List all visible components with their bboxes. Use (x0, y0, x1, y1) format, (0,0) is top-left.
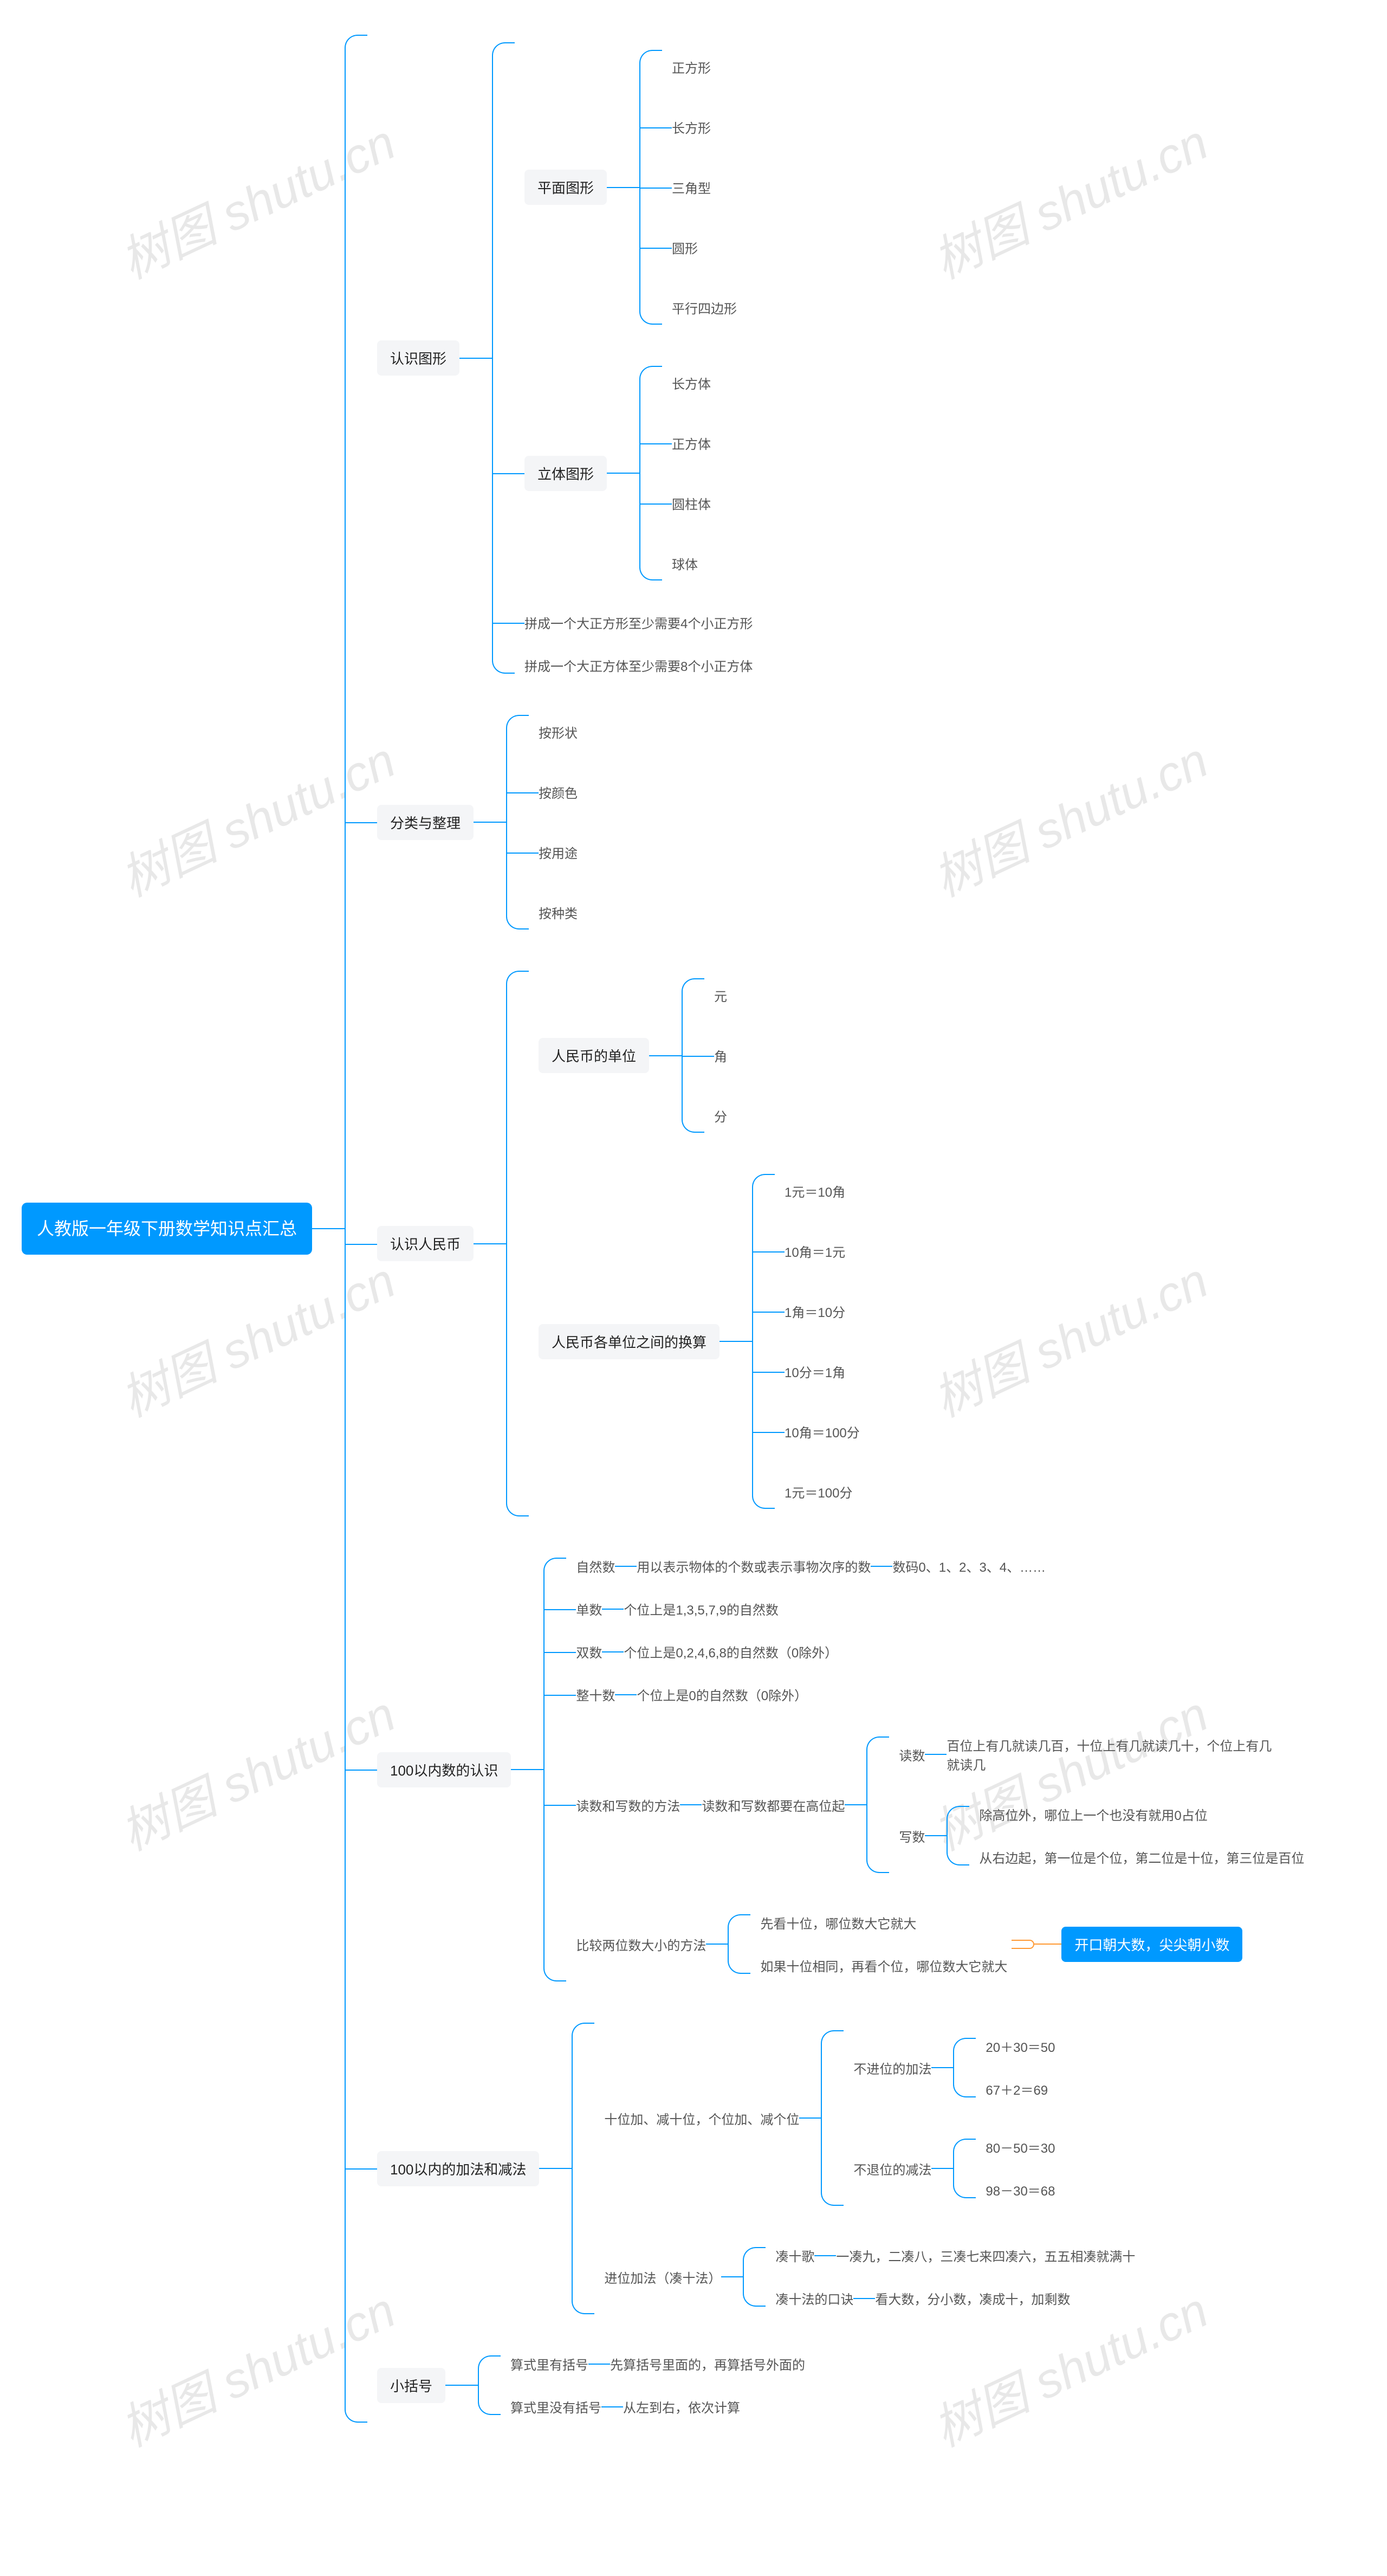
node: 整十数 (576, 1681, 615, 1708)
leaf: 1角＝10分 (785, 1297, 845, 1325)
node-rmb-units: 人民币的单位 (539, 1038, 649, 1073)
leaf: 1元＝10角 (785, 1177, 845, 1205)
leaf: 百位上有几就读几百，十位上有几就读几十，个位上有几就读几 (947, 1731, 1272, 1778)
leaf: 10分＝1角 (785, 1358, 845, 1385)
node: 比较两位数大小的方法 (576, 1931, 706, 1958)
leaf: 除高位外，哪位上一个也没有就用0占位 (979, 1800, 1207, 1828)
leaf: 67＋2＝69 (986, 2075, 1048, 2103)
leaf: 20＋30＝50 (986, 2032, 1055, 2060)
leaf: 长方形 (672, 113, 711, 141)
node: 读数和写数的方法 (576, 1791, 680, 1819)
leaf: 长方体 (672, 369, 711, 397)
leaf: 平行四边形 (672, 294, 737, 321)
leaf: 用以表示物体的个数或表示事物次序的数 (637, 1552, 871, 1580)
leaf: 数码0、1、2、3、4、…… (892, 1552, 1046, 1580)
leaf: 按形状 (539, 718, 578, 746)
leaf: 从左到右，依次计算 (623, 2393, 740, 2420)
node: 读数 (899, 1741, 925, 1768)
leaf: 个位上是0,2,4,6,8的自然数（0除外） (624, 1638, 838, 1665)
node-solid-shapes: 立体图形 (524, 456, 607, 491)
leaf: 先算括号里面的，再算括号外面的 (610, 2350, 805, 2378)
node: 凑十法的口诀 (775, 2284, 853, 2312)
node: 不退位的减法 (853, 2155, 931, 2183)
node: 自然数 (576, 1552, 615, 1580)
node: 单数 (576, 1595, 602, 1623)
leaf: 按颜色 (539, 778, 578, 806)
node: 进位加法（凑十法） (604, 2263, 721, 2291)
leaf: 按用途 (539, 838, 578, 866)
leaf: 正方形 (672, 53, 711, 81)
leaf: 读数和写数都要在高位起 (702, 1791, 845, 1819)
leaf: 拼成一个大正方体至少需要8个小正方体 (524, 651, 753, 679)
leaf: 从右边起，第一位是个位，第二位是十位，第三位是百位 (979, 1843, 1304, 1871)
leaf: 三角型 (672, 173, 711, 201)
node: 写数 (899, 1822, 925, 1850)
leaf: 球体 (672, 550, 698, 577)
branch-classify: 分类与整理 (377, 805, 474, 840)
leaf: 个位上是1,3,5,7,9的自然数 (624, 1595, 778, 1623)
node-flat-shapes: 平面图形 (524, 170, 607, 205)
leaf: 80－50＝30 (986, 2133, 1055, 2161)
leaf: 10角＝100分 (785, 1418, 860, 1445)
leaf: 圆形 (672, 234, 698, 261)
leaf: 角 (714, 1042, 727, 1069)
branch-rmb: 认识人民币 (377, 1226, 474, 1261)
leaf: 正方体 (672, 429, 711, 457)
node-rmb-convert: 人民币各单位之间的换算 (539, 1324, 720, 1359)
node: 十位加、减十位，个位加、减个位 (604, 2104, 799, 2132)
mindmap-root-row: 人教版一年级下册数学知识点汇总 认识图形 平面图形 (22, 22, 1365, 2436)
leaf: 1元＝100分 (785, 1478, 852, 1506)
node: 算式里有括号 (510, 2350, 588, 2378)
leaf: 拼成一个大正方形至少需要4个小正方形 (524, 609, 753, 636)
leaf: 个位上是0的自然数（0除外） (637, 1681, 807, 1708)
node: 凑十歌 (775, 2242, 814, 2269)
leaf: 一凑九，二凑八，三凑七来四凑六，五五相凑就满十 (836, 2242, 1135, 2269)
leaf: 看大数，分小数，凑成十，加剩数 (875, 2284, 1070, 2312)
node: 双数 (576, 1638, 602, 1665)
branch-parentheses: 小括号 (377, 2368, 445, 2403)
branch-shapes: 认识图形 (377, 340, 459, 376)
branch-add-sub-100: 100以内的加法和减法 (377, 2151, 539, 2186)
branch-numbers-100: 100以内数的认识 (377, 1752, 511, 1787)
leaf: 按种类 (539, 899, 578, 926)
node: 不进位的加法 (853, 2054, 931, 2082)
leaf: 分 (714, 1102, 727, 1129)
leaf: 10角＝1元 (785, 1237, 845, 1265)
leaf: 先看十位，哪位数大它就大 (760, 1909, 916, 1936)
node: 算式里没有括号 (510, 2393, 601, 2420)
leaf: 圆柱体 (672, 489, 711, 517)
leaf: 元 (714, 982, 727, 1009)
leaf: 如果十位相同，再看个位，哪位数大它就大 (760, 1952, 1007, 1979)
root-node: 人教版一年级下册数学知识点汇总 (22, 1203, 312, 1255)
leaf: 98－30＝68 (986, 2176, 1055, 2204)
level1-list: 认识图形 平面图形 正方形 长方形 (366, 22, 1304, 2436)
callout-compare: 开口朝大数，尖尖朝小数 (1061, 1927, 1242, 1962)
